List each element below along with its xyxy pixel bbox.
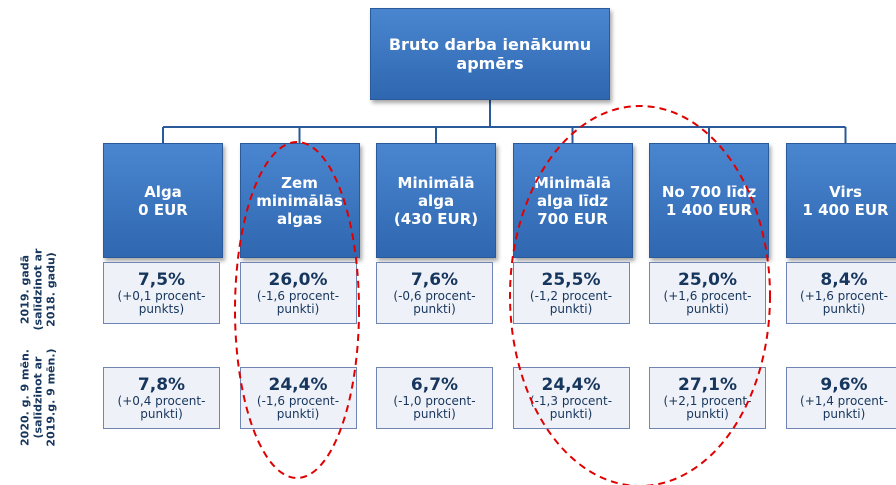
category-node: Minimālā alga (430 EUR)	[376, 143, 496, 258]
row-label-line: (salīdzinot ar	[31, 356, 45, 439]
stat-change: (-0,6 procent-	[393, 288, 476, 303]
category-node: No 700 līdz 1 400 EUR	[649, 143, 769, 258]
category-label: algas	[276, 209, 323, 228]
stat-value: 7,8%	[137, 374, 186, 395]
stat-change: punkti)	[276, 301, 320, 316]
stat-cell: 7,8% (+0,4 procent-punkti)	[103, 367, 220, 429]
stat-value: 6,7%	[410, 374, 459, 395]
stat-value: 7,6%	[410, 269, 459, 290]
row-label: 2019. gadā (salīdzinot ar 2018. gadu)	[19, 230, 58, 350]
stat-change: punkti)	[549, 406, 593, 421]
stat-cell: 26,0% (-1,6 procent-punkti)	[239, 262, 357, 324]
stat-cell: 25,5% (-1,2 procent-punkti)	[512, 262, 630, 324]
stat-value: 25,0%	[678, 269, 737, 290]
row-label-line: 2020. g. 9 mēn.	[18, 349, 32, 446]
stat-change: punkti)	[140, 406, 183, 421]
category-label: (430 EUR)	[393, 209, 479, 228]
category-label: Minimālā	[397, 173, 475, 192]
stat-change: (+1,6 procent-	[800, 288, 888, 303]
row-label-line: 2019. gadā	[18, 254, 32, 325]
stat-change: (-1,0 procent-	[393, 393, 476, 408]
stat-change: (+0,4 procent-	[117, 393, 206, 408]
stat-change: (-1,6 procent-	[256, 393, 340, 408]
stat-change: punkti)	[822, 406, 866, 421]
category-node: Zem minimālās algas	[239, 143, 360, 258]
stat-value: 7,5%	[137, 269, 186, 290]
stat-change: punkti)	[413, 301, 456, 316]
stat-cell: 8,4% (+1,6 procent-punkti)	[785, 262, 896, 324]
category-label: minimālās	[256, 191, 343, 210]
row-label-line: (salīdzinot ar	[31, 248, 45, 331]
row-label-line: 2019.g. 9 mēn.)	[44, 348, 58, 447]
category-label: Zem	[281, 173, 318, 192]
stat-change: (+0,1 procent-	[117, 288, 206, 303]
stat-change: (-1,2 procent-	[529, 288, 613, 303]
category-label: Alga	[144, 182, 182, 201]
stat-change: (+1,4 procent-	[800, 393, 888, 408]
stat-value: 8,4%	[820, 269, 868, 290]
root-node: Bruto darba ienākumu apmērs	[370, 8, 610, 100]
stat-change: punkti)	[822, 301, 866, 316]
stat-change: punkti)	[413, 406, 456, 421]
stat-cell: 9,6% (+1,4 procent-punkti)	[785, 367, 896, 429]
stat-change: (-1,6 procent-	[256, 288, 340, 303]
stat-cell: 25,0% (+1,6 procent-punkti)	[649, 262, 766, 324]
stat-change: punkti)	[549, 301, 593, 316]
stat-change: punkts)	[138, 301, 185, 316]
category-label: No 700 līdz	[661, 182, 757, 201]
stat-cell: 7,5% (+0,1 procent-punkts)	[103, 262, 220, 324]
stat-change: (+1,6 procent-	[663, 288, 752, 303]
root-label: apmērs	[456, 54, 524, 73]
category-label: Minimālā	[534, 173, 611, 192]
stat-value: 27,1%	[678, 374, 737, 395]
stat-change: punkti)	[686, 301, 729, 316]
category-label: 700 EUR	[537, 209, 608, 228]
row-label: 2020. g. 9 mēn. (salīdzinot ar 2019.g. 9 m…	[19, 338, 58, 458]
stat-value: 24,4%	[268, 374, 328, 395]
stat-cell: 7,6% (-0,6 procent-punkti)	[376, 262, 493, 324]
stat-change: (-1,3 procent-	[529, 393, 613, 408]
category-label: Virs	[829, 182, 862, 201]
stat-cell: 27,1% (+2,1 procent-punkti)	[649, 367, 766, 429]
category-label: alga	[417, 191, 455, 210]
category-node: Virs 1 400 EUR	[785, 143, 896, 258]
stat-value: 9,6%	[820, 374, 868, 395]
category-label: 1 400 EUR	[802, 200, 889, 219]
category-node: Alga 0 EUR	[103, 143, 223, 258]
row-label-line: 2018. gadu)	[44, 252, 58, 327]
stat-cell: 6,7% (-1,0 procent-punkti)	[376, 367, 493, 429]
stat-change: punkti)	[686, 406, 729, 421]
stat-change: (+2,1 procent-	[663, 393, 752, 408]
category-label: alga līdz	[536, 191, 609, 210]
stat-value: 26,0%	[268, 269, 328, 290]
category-node: Minimālā alga līdz 700 EUR	[512, 143, 633, 258]
root-label: Bruto darba ienākumu	[388, 35, 592, 54]
category-label: 1 400 EUR	[665, 200, 753, 219]
stat-value: 24,4%	[541, 374, 601, 395]
stat-cell: 24,4% (-1,6 procent-punkti)	[239, 367, 357, 429]
stat-change: punkti)	[276, 406, 320, 421]
stat-value: 25,5%	[541, 269, 601, 290]
category-label: 0 EUR	[138, 200, 188, 219]
stat-cell: 24,4% (-1,3 procent-punkti)	[512, 367, 630, 429]
